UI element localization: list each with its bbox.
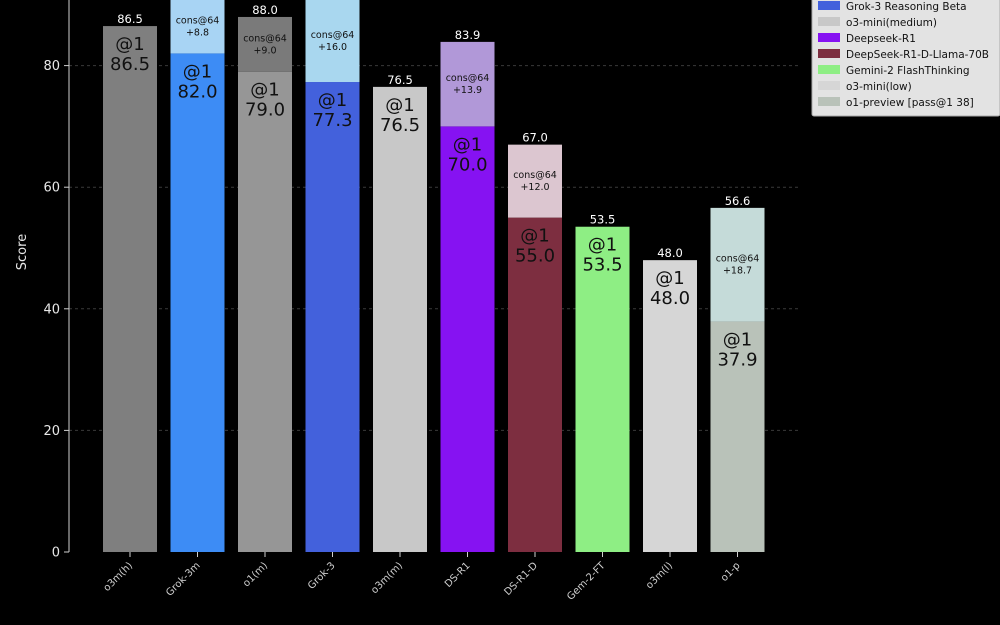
bar-total-label: 56.6 bbox=[725, 194, 751, 208]
legend-swatch bbox=[818, 49, 840, 58]
category-label: Grok-3 bbox=[306, 560, 337, 591]
pass1-label: 53.5 bbox=[582, 255, 622, 276]
bar-pass1 bbox=[373, 86, 427, 552]
legend-box bbox=[811, 0, 1000, 117]
category-label: o3m(l) bbox=[644, 560, 675, 591]
cons64-label: +16.0 bbox=[318, 42, 347, 53]
pass1-label: @1 bbox=[520, 226, 549, 247]
y-tick-label: 40 bbox=[43, 302, 60, 317]
bar-total-label: 76.5 bbox=[387, 73, 413, 87]
category-label: o3m(m) bbox=[369, 560, 405, 596]
pass1-label: 86.5 bbox=[110, 54, 150, 75]
bar-cons64-segment bbox=[710, 207, 765, 322]
bar-total-label: 86.5 bbox=[117, 12, 143, 26]
cons64-label: +12.0 bbox=[520, 182, 549, 193]
legend-swatch bbox=[818, 97, 840, 106]
pass1-label: @1 bbox=[453, 134, 482, 155]
bar-cons64-segment bbox=[440, 41, 495, 127]
legend-item-label: o3-mini(low) bbox=[846, 81, 912, 93]
pass1-label: 79.0 bbox=[245, 100, 285, 121]
bar-pass1 bbox=[103, 26, 157, 552]
bar-total-label: 83.9 bbox=[455, 28, 481, 42]
cons64-label: cons@64 bbox=[311, 30, 355, 41]
bar-cons64-segment bbox=[305, 0, 360, 83]
bar-pass1 bbox=[508, 217, 562, 552]
category-label: DS-R1-D bbox=[502, 560, 540, 598]
y-axis: 0 20 40 60 80 bbox=[43, 0, 70, 561]
y-tick-label: 60 bbox=[43, 181, 60, 196]
pass1-label: 77.3 bbox=[312, 110, 352, 131]
pass1-label: @1 bbox=[655, 268, 684, 289]
bar-total-label: 88.0 bbox=[252, 3, 278, 17]
category-label: o1-p bbox=[719, 560, 743, 584]
category-label: Gem-2-FT bbox=[565, 560, 608, 603]
category-label: o1(m) bbox=[241, 560, 270, 589]
pass1-label: 37.9 bbox=[717, 350, 757, 371]
y-tick-label: 80 bbox=[43, 59, 60, 74]
pass1-label: @1 bbox=[115, 34, 144, 55]
category-label: o3m(h) bbox=[102, 560, 136, 594]
bar-pass1 bbox=[440, 126, 495, 553]
cons64-label: cons@64 bbox=[446, 73, 490, 84]
cons64-label: cons@64 bbox=[176, 16, 220, 27]
cons64-label: cons@64 bbox=[513, 170, 557, 181]
cons64-label: cons@64 bbox=[243, 33, 287, 44]
legend-item-label: Grok-3 Reasoning Beta bbox=[846, 1, 967, 13]
legend-item-label: Deepseek-R1 bbox=[846, 33, 916, 45]
bar-pass1 bbox=[643, 260, 697, 552]
bar-cons64-segment bbox=[508, 144, 562, 218]
bar-pass1 bbox=[305, 82, 360, 553]
y-tick-label: 0 bbox=[52, 546, 60, 561]
bar-total-label: 53.5 bbox=[590, 213, 616, 227]
legend-swatch bbox=[818, 17, 840, 26]
cons64-label: cons@64 bbox=[716, 254, 760, 265]
legend-item-label: o1-preview [pass@1 38] bbox=[846, 97, 974, 109]
legend-item-label: Gemini-2 FlashThinking bbox=[846, 65, 970, 77]
legend-swatch bbox=[818, 65, 840, 74]
bar-cons64-segment bbox=[170, 0, 225, 54]
category-label: Grok-3m bbox=[164, 560, 202, 598]
cons64-label: +18.7 bbox=[723, 266, 752, 277]
cons64-label: +13.9 bbox=[453, 85, 482, 96]
cons64-label: +9.0 bbox=[253, 45, 276, 56]
bar-pass1 bbox=[575, 226, 630, 552]
pass1-label: 76.5 bbox=[380, 115, 420, 136]
category-label: DS-R1 bbox=[443, 560, 473, 590]
pass1-label: @1 bbox=[723, 330, 752, 351]
x-axis-category-labels: o3m(h) Grok-3m o1(m) Grok-3 o3m(m) DS-R1 DS-R1… bbox=[102, 552, 743, 603]
cons64-label: +8.8 bbox=[186, 28, 209, 39]
bars: @186.586.5 cons@64+8.8@182.0cons@64+9.0@1… bbox=[103, 0, 765, 553]
bar-total-label: 67.0 bbox=[522, 131, 548, 145]
pass1-label: @1 bbox=[318, 90, 347, 111]
legend-item-label: DeepSeek-R1-D-Llama-70B bbox=[846, 49, 989, 61]
bar-pass1 bbox=[238, 71, 292, 553]
y-axis-title: Score bbox=[15, 234, 30, 270]
bar-cons64-segment bbox=[238, 16, 292, 72]
legend-swatch bbox=[818, 33, 840, 42]
legend-swatch bbox=[818, 81, 840, 90]
bar-pass1 bbox=[710, 321, 765, 552]
pass1-label: 48.0 bbox=[650, 288, 690, 309]
pass1-label: 55.0 bbox=[515, 246, 555, 267]
pass1-label: @1 bbox=[183, 61, 212, 82]
pass1-label: @1 bbox=[588, 235, 617, 256]
pass1-label: 82.0 bbox=[177, 81, 217, 102]
legend-item-label: o3-mini(medium) bbox=[846, 17, 937, 29]
y-tick-label: 20 bbox=[43, 424, 60, 439]
legend-swatch bbox=[818, 1, 840, 10]
bar-total-label: 48.0 bbox=[657, 246, 683, 260]
pass1-label: @1 bbox=[385, 95, 414, 116]
pass1-label: @1 bbox=[250, 80, 279, 101]
bar-pass1 bbox=[170, 53, 225, 552]
legend: Grok-3 Reasoning Beta o3-mini(medium) Deep… bbox=[811, 0, 1000, 117]
pass1-label: 70.0 bbox=[447, 154, 487, 175]
